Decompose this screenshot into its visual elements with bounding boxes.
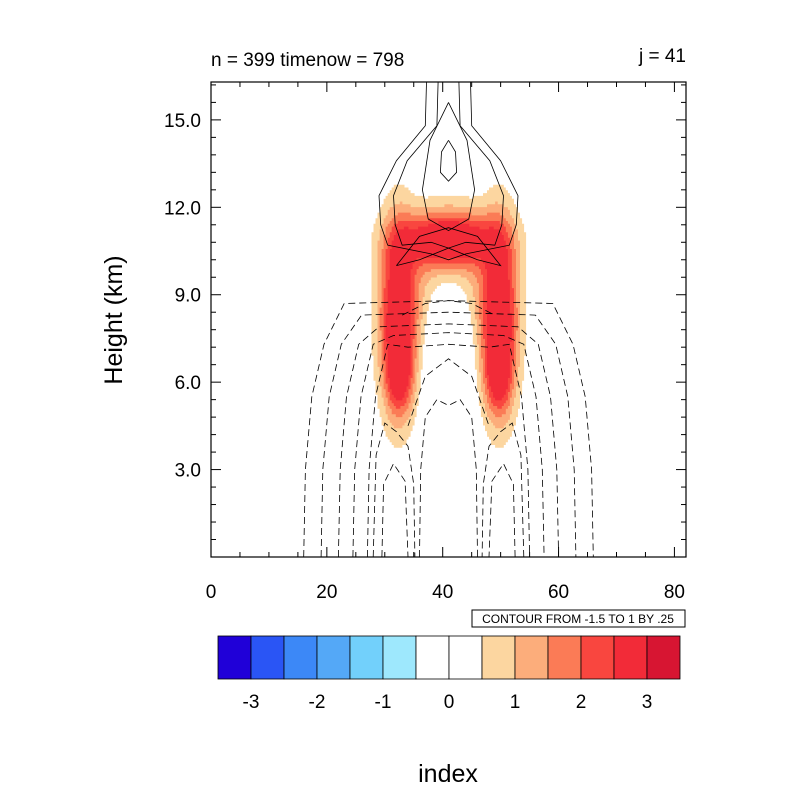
y-tick-label: 12.0 <box>164 198 201 219</box>
contour-line <box>439 140 458 182</box>
x-tick-label: 80 <box>664 582 685 603</box>
colorbar-labels: -3 -2 -1 0 1 2 3 <box>243 692 653 713</box>
shade-level <box>383 218 514 409</box>
shade-level <box>385 221 512 401</box>
title-right: j = 41 <box>638 46 686 67</box>
contour-line-dashed <box>481 422 525 557</box>
contour-line-dashed <box>419 399 478 557</box>
contour-info-box <box>471 609 686 628</box>
colorbar-swatch <box>250 635 285 680</box>
plot-area <box>211 82 686 557</box>
colorbar-swatch <box>514 635 549 680</box>
contour-info-text: CONTOUR FROM -1.5 TO 1 BY .25 <box>482 612 674 626</box>
y-tick-label: 15.0 <box>164 111 201 132</box>
x-tick-label: 40 <box>432 582 453 603</box>
axis-ticks <box>210 82 686 557</box>
colorbar-swatch <box>448 635 483 680</box>
y-axis-label: Height (km) <box>100 255 128 384</box>
colorbar-label: 1 <box>510 692 521 713</box>
contour-line-dashed <box>407 358 490 427</box>
contour-line-dashed <box>367 343 530 557</box>
contour-line <box>421 102 476 232</box>
x-tick-label: 60 <box>548 582 569 603</box>
title-left: n = 399 timenow = 798 <box>211 50 404 71</box>
x-tick-labels: 0 20 40 60 80 <box>206 582 685 603</box>
x-tick-label: 0 <box>206 582 217 603</box>
shaded-field <box>371 184 527 448</box>
y-tick-label: 6.0 <box>175 373 201 394</box>
contour-line-dashed <box>338 323 559 557</box>
colorbar-label: -3 <box>243 692 260 713</box>
colorbar-swatch <box>547 635 582 680</box>
y-tick-label: 3.0 <box>175 461 201 482</box>
colorbar-swatch <box>613 635 648 680</box>
colorbar-swatch <box>349 635 384 680</box>
colorbar-swatch <box>316 635 351 680</box>
contour-line-dashed <box>352 332 545 557</box>
colorbar-swatch <box>646 635 681 680</box>
contour-line-dashed <box>320 311 577 557</box>
contour-line <box>378 82 519 261</box>
colorbar <box>217 635 681 680</box>
colorbar-swatch <box>283 635 318 680</box>
plot-frame <box>210 81 687 558</box>
y-tick-label: 9.0 <box>175 286 201 307</box>
x-tick-label: 20 <box>316 582 337 603</box>
colorbar-label: -2 <box>309 692 326 713</box>
colorbar-swatch <box>217 635 252 680</box>
colorbar-swatch <box>481 635 516 680</box>
contour-line-dashed <box>488 462 516 557</box>
colorbar-swatch <box>415 635 450 680</box>
y-tick-labels: 3.0 6.0 9.0 12.0 15.0 <box>164 111 201 482</box>
line-contours <box>303 82 594 557</box>
x-axis-label: index <box>418 760 478 788</box>
contour-line-dashed <box>402 300 495 316</box>
colorbar-label: -1 <box>375 692 392 713</box>
contour-line <box>396 227 502 267</box>
contour-line-dashed <box>381 462 409 557</box>
colorbar-swatch <box>580 635 615 680</box>
colorbar-label: 0 <box>444 692 455 713</box>
colorbar-label: 3 <box>642 692 653 713</box>
colorbar-swatch <box>382 635 417 680</box>
colorbar-label: 2 <box>576 692 587 713</box>
contour-line-dashed <box>372 422 416 557</box>
